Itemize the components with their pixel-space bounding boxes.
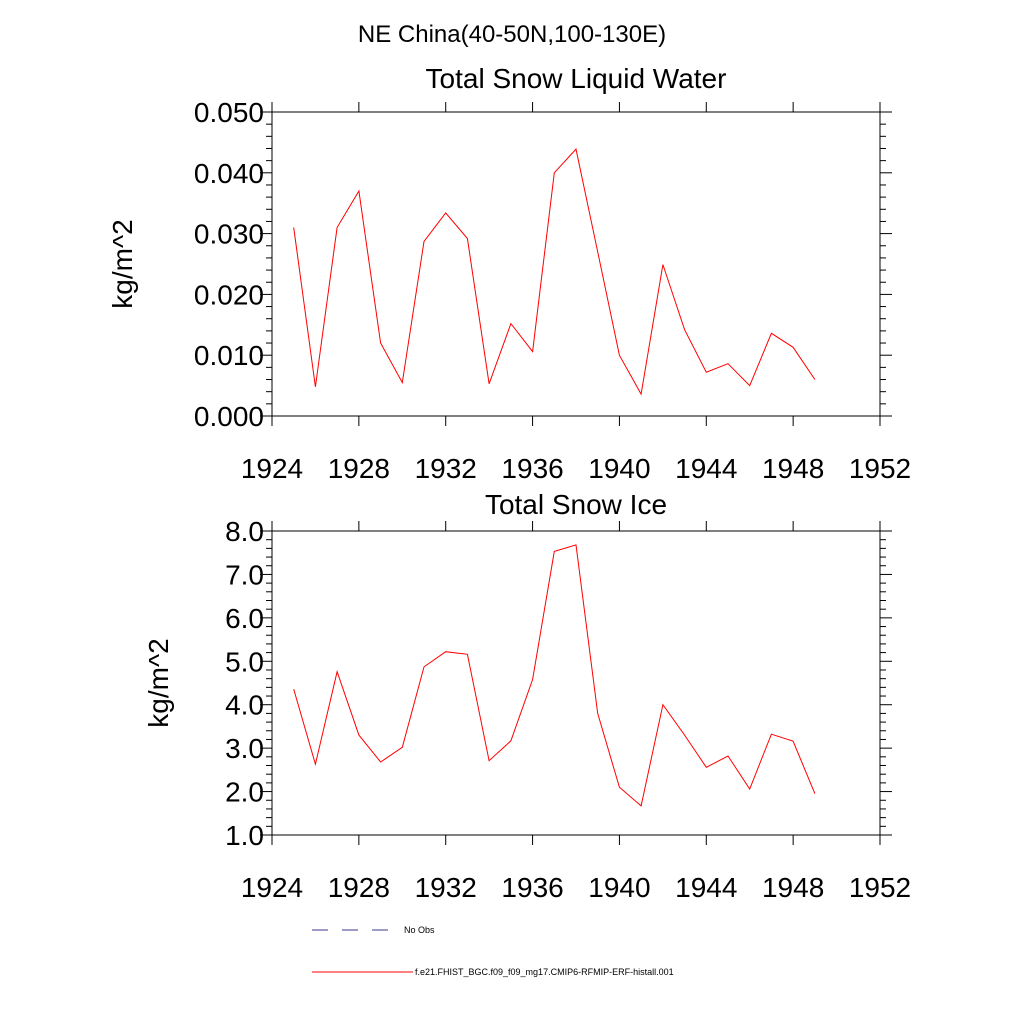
y-tick-label: 7.0 xyxy=(225,559,264,590)
panel-snow-ice: Total Snow Ice kg/m^2 1924 1928 1932 1936 1940… xyxy=(143,489,911,903)
x-tick-label: 1936 xyxy=(501,453,563,484)
y-axis-label: kg/m^2 xyxy=(143,638,174,727)
x-tick-label: 1928 xyxy=(328,872,390,903)
chart-title: Total Snow Liquid Water xyxy=(426,63,727,94)
x-tick-label: 1940 xyxy=(588,872,650,903)
x-tick-label: 1936 xyxy=(501,872,563,903)
panel-snow-liquid-water: Total Snow Liquid Water kg/m^2 1924 1928 193… xyxy=(107,63,911,484)
x-tick-label: 1948 xyxy=(762,453,824,484)
x-tick-label: 1924 xyxy=(241,872,303,903)
plot-frame xyxy=(271,530,881,836)
y-tick-label: 0.040 xyxy=(194,158,264,189)
y-tick-label: 1.0 xyxy=(225,820,264,851)
y-tick-label: 4.0 xyxy=(225,690,264,721)
x-tick-label: 1928 xyxy=(328,453,390,484)
x-tick-label: 1940 xyxy=(588,453,650,484)
y-axis-label: kg/m^2 xyxy=(107,219,138,308)
figure-suptitle: NE China(40-50N,100-130E) xyxy=(358,21,666,48)
y-tick-label: 8.0 xyxy=(225,516,264,547)
y-tick-label: 3.0 xyxy=(225,733,264,764)
y-tick-label: 0.050 xyxy=(194,97,264,128)
x-tick-label: 1948 xyxy=(762,872,824,903)
plot-frame xyxy=(271,111,881,417)
series-line xyxy=(293,148,816,396)
chart-title: Total Snow Ice xyxy=(485,489,667,520)
legend-label-no-obs: No Obs xyxy=(404,925,435,935)
legend: No Obs f.e21.FHIST_BGC.f09_f09_mg17.CMIP… xyxy=(312,925,674,977)
x-tick-label: 1932 xyxy=(415,872,477,903)
x-tick-label: 1932 xyxy=(415,453,477,484)
y-tick-label: 6.0 xyxy=(225,603,264,634)
x-tick-label: 1952 xyxy=(849,872,911,903)
x-tick-label: 1944 xyxy=(675,453,737,484)
y-tick-label: 0.000 xyxy=(194,401,264,432)
y-tick-label: 2.0 xyxy=(225,777,264,808)
x-tick-label: 1924 xyxy=(241,453,303,484)
y-tick-label: 0.030 xyxy=(194,219,264,250)
legend-label-model-run: f.e21.FHIST_BGC.f09_f09_mg17.CMIP6-RFMIP… xyxy=(415,967,674,977)
x-tick-label: 1944 xyxy=(675,872,737,903)
y-tick-label: 0.020 xyxy=(194,279,264,310)
series-line xyxy=(293,544,816,807)
x-tick-label: 1952 xyxy=(849,453,911,484)
y-tick-label: 5.0 xyxy=(225,646,264,677)
y-tick-label: 0.010 xyxy=(194,340,264,371)
